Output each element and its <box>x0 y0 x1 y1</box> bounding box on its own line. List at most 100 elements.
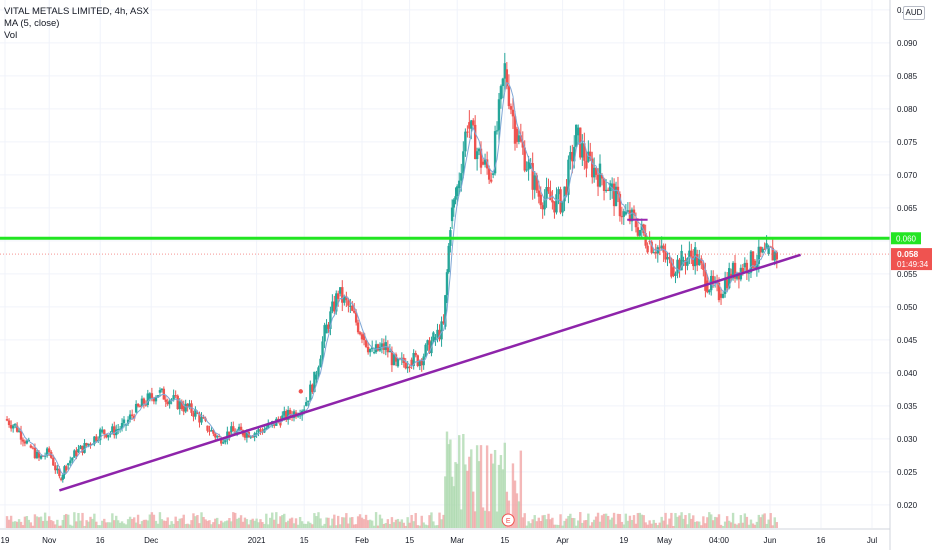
volume-bar <box>426 525 429 528</box>
volume-bar <box>17 519 21 528</box>
candle-body <box>583 143 586 161</box>
volume-bar <box>493 449 497 528</box>
time-tick-label: May <box>657 536 672 545</box>
volume-bar <box>105 522 108 528</box>
volume-bar <box>497 464 501 528</box>
candle-body <box>315 374 318 380</box>
candle-body <box>652 252 655 254</box>
volume-bar <box>200 512 203 528</box>
price-tick-label: 0.090 <box>897 39 918 48</box>
volume-bar <box>511 463 515 528</box>
candle-body <box>146 393 149 405</box>
volume-bar <box>152 514 156 528</box>
candle-body <box>579 127 582 158</box>
volume-bar <box>27 519 30 528</box>
candle-body <box>537 190 540 197</box>
volume-bar <box>539 520 542 528</box>
candle-body <box>442 321 445 324</box>
candle-body <box>624 211 628 215</box>
volume-bar <box>134 522 138 528</box>
volume-bar <box>279 516 282 528</box>
volume-bar <box>458 435 461 528</box>
volume-bar <box>337 515 340 528</box>
price-axis[interactable]: 0.020 0.025 0.030 0.035 0.040 0.045 0.050 0.055… <box>889 0 918 550</box>
candle-body <box>445 272 449 296</box>
candle-body <box>15 425 19 432</box>
volume-bar <box>499 455 503 528</box>
volume-bar <box>660 516 663 528</box>
volume-bar <box>581 522 584 528</box>
volume-bar <box>333 514 336 528</box>
volume-bar <box>609 519 612 528</box>
candle-body <box>670 258 673 277</box>
candle-body <box>220 438 223 444</box>
candle-body <box>525 169 528 171</box>
volume-bar <box>529 523 532 528</box>
symbol-title[interactable]: VITAL METALS LIMITED, 4h, ASX <box>4 6 150 17</box>
volume-bar <box>434 525 437 528</box>
currency-badge[interactable]: AUD <box>903 6 925 20</box>
volume-bar <box>739 515 743 528</box>
volume-bar <box>652 519 655 528</box>
volume-bar <box>460 509 463 528</box>
candle-body <box>551 200 554 203</box>
volume-bar <box>666 524 669 528</box>
volume-bar <box>704 523 707 528</box>
candle-body <box>557 189 560 195</box>
candle-body <box>87 443 90 446</box>
candle-body <box>210 429 213 432</box>
time-tick-label: Feb <box>355 536 369 545</box>
candle-body <box>396 358 400 367</box>
volume-bar <box>315 516 318 528</box>
candle-body <box>664 252 667 260</box>
volume-bar <box>59 525 63 528</box>
candle-body <box>198 413 201 423</box>
volume-bar <box>664 512 667 528</box>
candle-body <box>702 263 705 270</box>
candle-body <box>337 293 340 299</box>
price-tick-label: 0.075 <box>897 138 918 147</box>
volume-bar <box>339 524 342 528</box>
candle-body <box>374 344 378 353</box>
candle-body <box>569 151 572 160</box>
volume-bar <box>644 522 647 528</box>
candle-body <box>130 414 134 416</box>
volume-indicator-label[interactable]: Vol <box>4 30 18 41</box>
candle-body <box>509 106 513 110</box>
time-axis[interactable]: 19 Nov 16 Dec 2021 15 Feb 15 Mar 15 Apr 19 May 04:00 J… <box>1 536 878 545</box>
candle-body <box>136 403 140 407</box>
volume-bar <box>444 476 447 528</box>
volume-bar <box>116 520 120 528</box>
candle-body <box>45 448 49 456</box>
candle-body <box>547 187 550 192</box>
candle-body <box>535 175 538 191</box>
candle-body <box>553 201 556 213</box>
volume-bar <box>374 512 378 528</box>
candle-body <box>622 211 625 217</box>
volume-bar <box>353 524 356 528</box>
candle-body <box>283 411 286 416</box>
candle-body <box>120 423 124 429</box>
volume-bar <box>73 512 76 528</box>
volume-bar <box>120 521 124 528</box>
candle-body <box>356 322 360 333</box>
candle-body <box>487 168 491 180</box>
ma-indicator-label[interactable]: MA (5, close) <box>4 18 60 29</box>
volume-bar <box>634 523 638 528</box>
price-tick-label: 0.070 <box>897 171 918 180</box>
volume-bar <box>180 518 183 528</box>
time-tick-label: 16 <box>96 536 105 545</box>
volume-bar <box>464 464 467 528</box>
candle-body <box>243 432 247 438</box>
ascending-trendline[interactable] <box>59 253 801 492</box>
volume-bar <box>646 524 649 528</box>
volume-bar <box>158 512 162 528</box>
candle-body <box>612 183 616 207</box>
volume-bar <box>696 521 699 528</box>
volume-bar <box>245 519 249 528</box>
volume-bar <box>172 523 175 528</box>
volume-bar <box>58 525 61 528</box>
candle-body <box>331 301 334 312</box>
volume-bar <box>761 514 764 528</box>
